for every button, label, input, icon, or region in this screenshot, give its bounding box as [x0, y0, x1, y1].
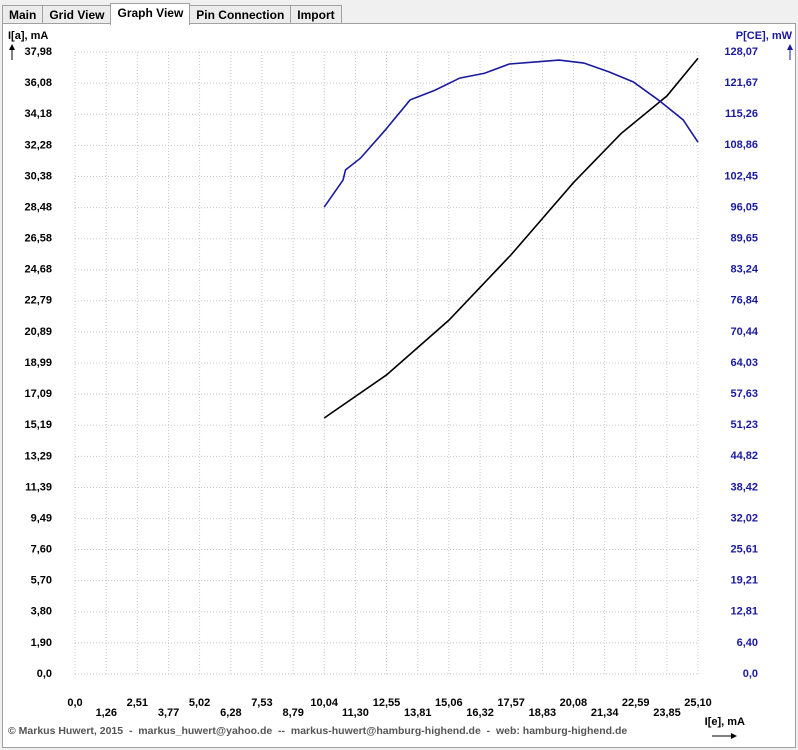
- y2-tick-label: 128,07: [724, 46, 758, 58]
- tab-bar: Main Grid View Graph View Pin Connection…: [2, 3, 342, 25]
- x-tick-label: 17,57: [497, 697, 525, 709]
- y2-tick-label: 44,82: [730, 450, 758, 462]
- y-tick-label: 34,18: [24, 108, 52, 120]
- y-tick-label: 22,79: [24, 295, 52, 307]
- y-tick-label: 17,09: [24, 388, 52, 400]
- x-tick-label: 18,83: [529, 707, 557, 719]
- x-tick-label: 23,85: [653, 707, 681, 719]
- y2-tick-label: 32,02: [730, 512, 758, 524]
- x-tick-label: 12,55: [373, 697, 401, 709]
- x-tick-label: 10,04: [310, 697, 338, 709]
- y-tick-label: 9,49: [31, 512, 52, 524]
- y2-tick-label: 83,24: [730, 264, 758, 276]
- y-tick-label: 28,48: [24, 201, 52, 213]
- y-tick-label: 0,0: [37, 668, 52, 680]
- x-tick-label: 20,08: [560, 697, 588, 709]
- y2-tick-label: 76,84: [730, 295, 758, 307]
- y2-tick-label: 12,81: [730, 606, 758, 618]
- y-tick-label: 3,80: [31, 606, 52, 618]
- y-tick-label: 20,89: [24, 326, 52, 338]
- y2-tick-label: 89,65: [730, 233, 758, 245]
- y-tick-label: 1,90: [31, 637, 52, 649]
- x-tick-label: 22,59: [622, 697, 650, 709]
- tab[interactable]: Import: [290, 5, 342, 24]
- y-tick-label: 13,29: [24, 450, 52, 462]
- y-tick-label: 7,60: [31, 543, 52, 555]
- y-tick-label: 15,19: [24, 419, 52, 431]
- x-arrow-head: [731, 733, 737, 739]
- y2-tick-label: 121,67: [724, 77, 758, 89]
- tab-selected[interactable]: Graph View: [110, 3, 191, 25]
- y-tick-label: 30,38: [24, 170, 52, 182]
- y-tick-label: 37,98: [24, 46, 52, 58]
- series-line: [323, 59, 699, 208]
- y2-tick-label: 51,23: [730, 419, 758, 431]
- x-tick-label: 25,10: [684, 697, 712, 709]
- x-tick-label: 7,53: [251, 697, 272, 709]
- x-tick-label: 0,0: [67, 697, 82, 709]
- y2-tick-label: 108,86: [724, 139, 758, 151]
- x-tick-label: 16,32: [466, 707, 494, 719]
- y2-axis-label: P[CE], mW: [736, 30, 793, 42]
- y2-tick-label: 25,61: [730, 544, 758, 556]
- tab[interactable]: Grid View: [42, 5, 112, 24]
- y-tick-label: 11,39: [25, 481, 52, 493]
- footer: © Markus Huwert, 2015 - markus_huwert@ya…: [8, 725, 627, 737]
- x-tick-label: 3,77: [158, 707, 179, 719]
- y2-tick-label: 0,0: [743, 668, 758, 680]
- x-tick-label: 8,79: [282, 707, 303, 719]
- y-tick-label: 18,99: [24, 357, 52, 369]
- x-tick-label: 11,30: [342, 707, 369, 719]
- y2-tick-label: 57,63: [730, 388, 758, 400]
- y2-tick-label: 6,40: [737, 637, 758, 649]
- y2-tick-label: 70,44: [730, 326, 758, 338]
- y-tick-label: 32,28: [24, 139, 52, 151]
- y-tick-label: 5,70: [31, 575, 52, 587]
- tab[interactable]: Pin Connection: [189, 5, 292, 24]
- y-axis-label: I[a], mA: [8, 30, 48, 42]
- x-axis-label: I[e], mA: [705, 716, 745, 728]
- y2-arrow-head: [787, 44, 793, 50]
- x-tick-label: 5,02: [189, 697, 210, 709]
- x-tick-label: 13,81: [404, 707, 432, 719]
- y2-tick-label: 38,42: [730, 481, 758, 493]
- y-arrow-head: [9, 44, 15, 50]
- x-tick-label: 6,28: [220, 707, 241, 719]
- series-line: [323, 57, 699, 419]
- y2-tick-label: 102,45: [724, 170, 758, 182]
- y-tick-label: 24,68: [24, 264, 52, 276]
- y-tick-label: 36,08: [24, 77, 52, 89]
- y2-tick-label: 96,05: [730, 201, 758, 213]
- y-tick-label: 26,58: [24, 233, 52, 245]
- x-tick-label: 21,34: [591, 707, 619, 719]
- graph-panel: [2, 23, 796, 748]
- x-tick-label: 2,51: [127, 697, 148, 709]
- y2-tick-label: 115,26: [725, 108, 758, 120]
- y2-tick-label: 64,03: [730, 357, 758, 369]
- y2-tick-label: 19,21: [730, 575, 758, 587]
- x-tick-label: 1,26: [96, 707, 117, 719]
- x-tick-label: 15,06: [435, 697, 463, 709]
